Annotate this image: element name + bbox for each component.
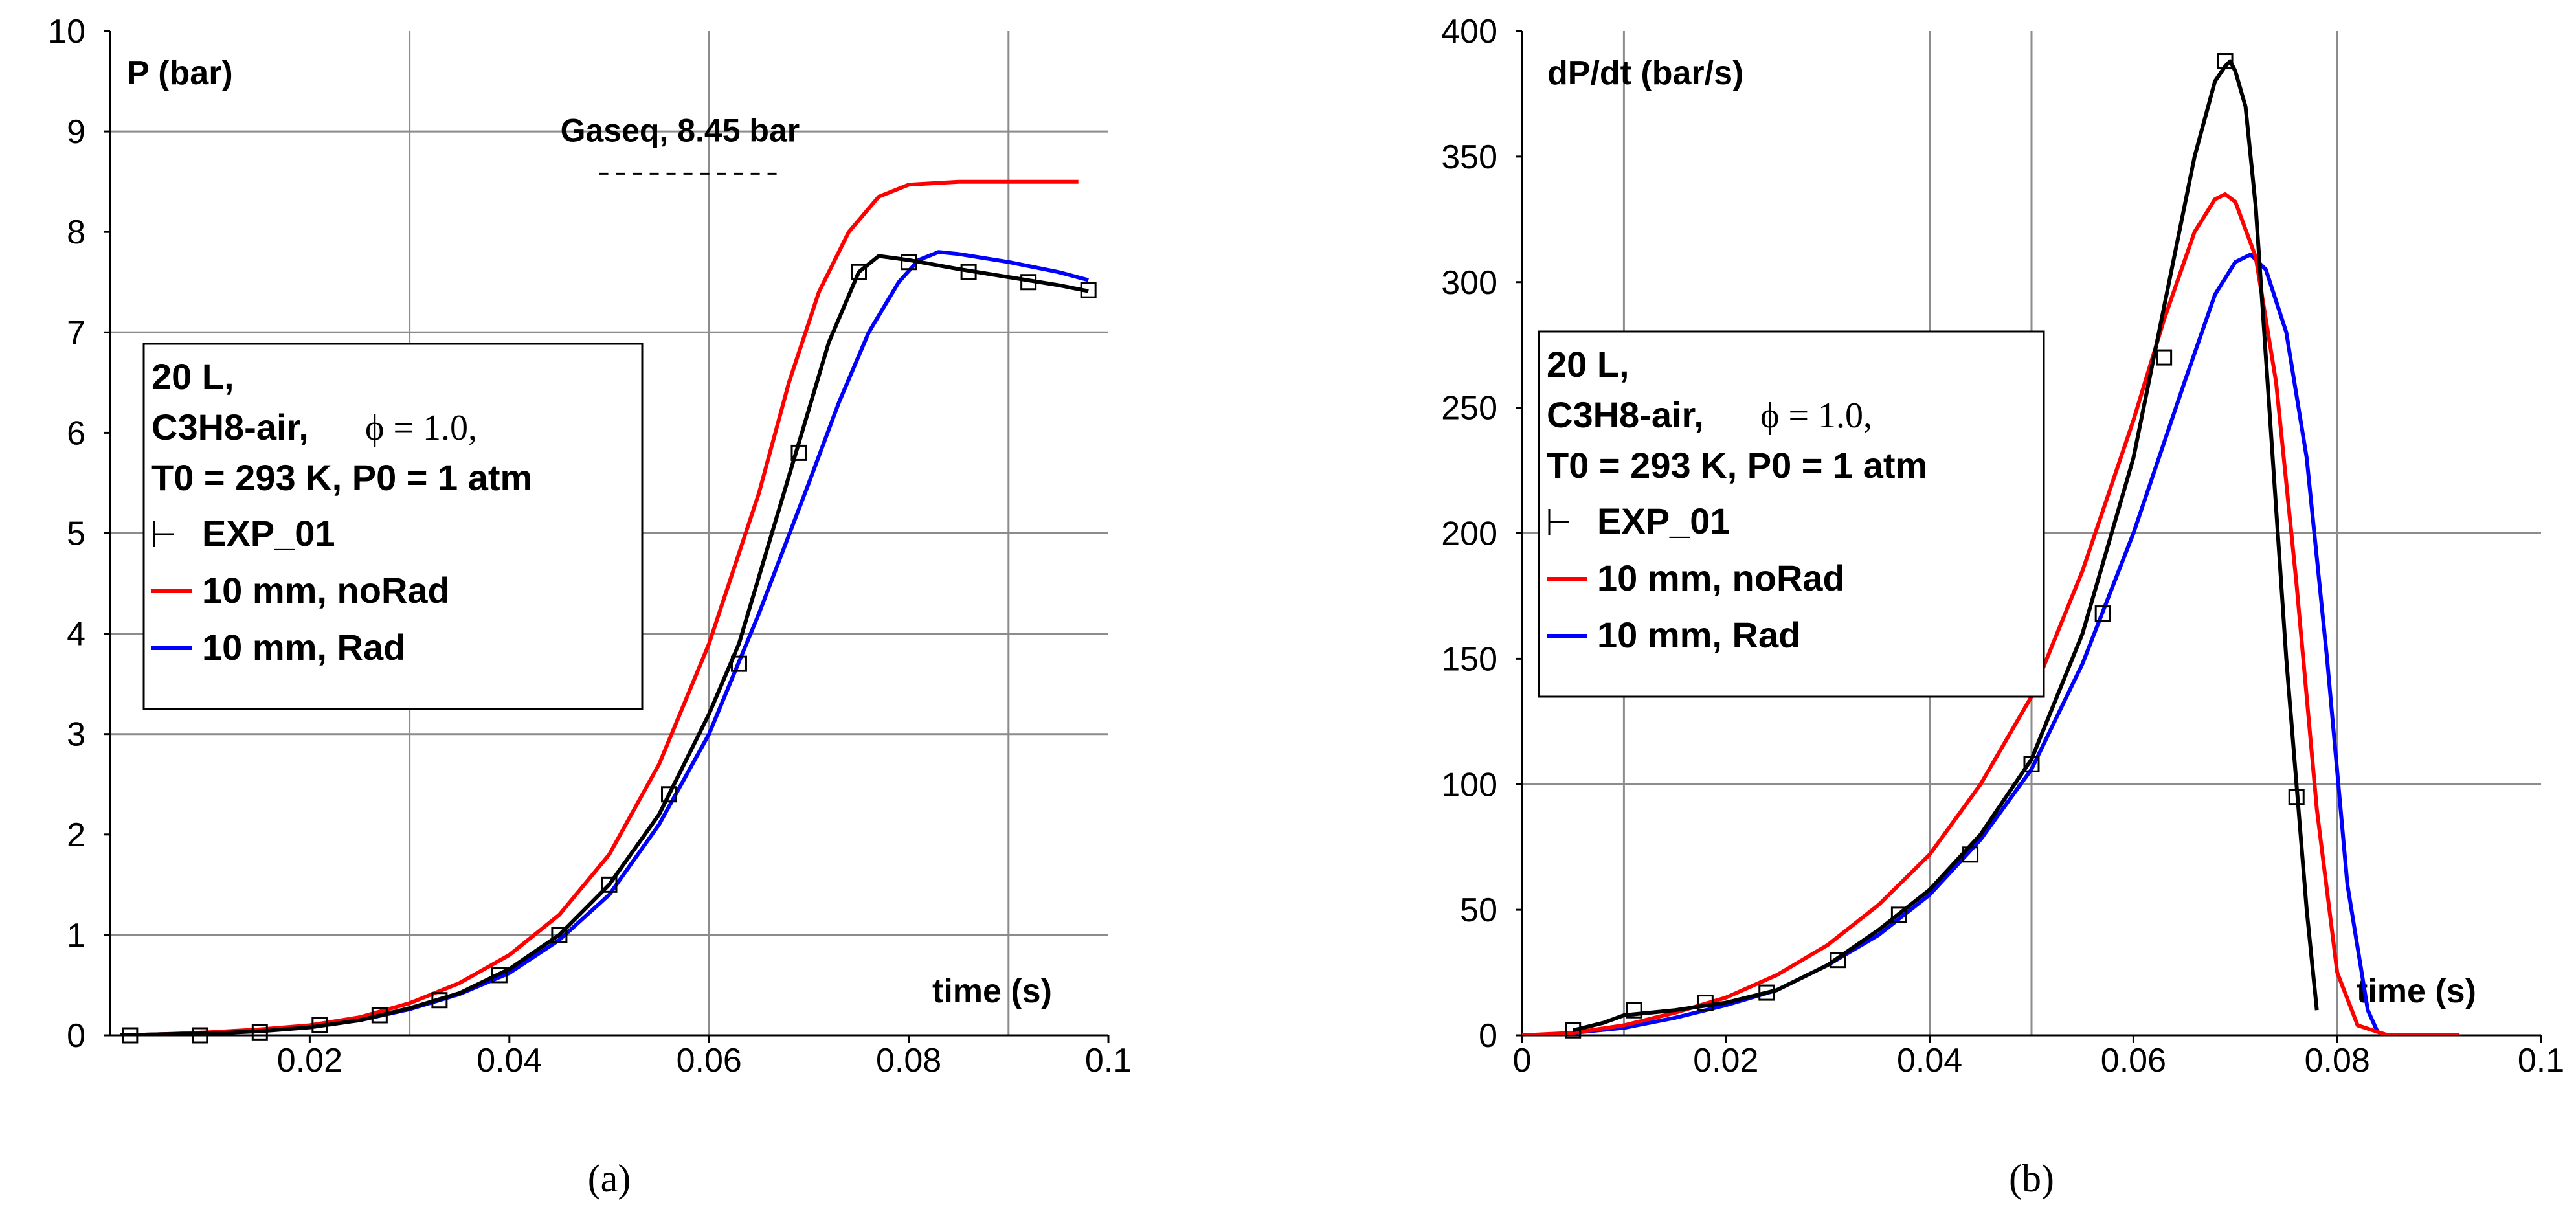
series-line-exp-01 [1572,59,2319,1033]
exp-marker [790,444,807,461]
legend-entry: EXP_01 [202,513,335,554]
y-tick-label: 150 [1441,640,1497,678]
x-tick-label: 0.08 [2305,1042,2370,1079]
legend-mixture: C3H8-air, [151,407,309,447]
series-line-10-mm-norad [120,179,1079,1035]
panel-caption: (b) [2009,1157,2054,1200]
series-line-10-mm-norad [1522,192,2460,1035]
y-tick-label: 7 [67,314,85,352]
exp-marker [851,264,867,280]
legend-phi: ϕ = 1.0, [1760,396,1872,436]
exp-marker [1080,282,1097,298]
x-tick-label: 0.1 [1085,1042,1132,1079]
exp-marker [960,264,977,280]
y-tick-label: 350 [1441,139,1497,176]
exp-marker [491,967,508,984]
legend-mixture: C3H8-air, [1547,394,1704,435]
exp-marker [2288,789,2305,805]
legend-box [142,343,644,710]
legend-volume: 20 L, [151,356,234,397]
exp-marker [901,254,917,271]
legend-volume: 20 L, [1547,344,1630,385]
exp-marker [311,1017,328,1033]
gaseq-annotation: Gaseq, 8.45 bar [561,112,800,148]
exp-marker [122,1027,139,1044]
x-tick-label: 0 [1513,1042,1532,1079]
exp-marker [1758,984,1775,1001]
exp-marker [551,927,568,943]
y-tick-label: 4 [67,616,85,653]
x-tick-label: 0.04 [1897,1042,1962,1079]
legend-entry: 10 mm, noRad [1597,557,1845,598]
exp-marker [192,1027,208,1044]
exp-marker [2217,53,2234,70]
x-tick-label: 0.04 [476,1042,542,1079]
x-tick-label: 0.08 [876,1042,941,1079]
series-line-exp-01 [120,254,1089,1035]
chart-a: 0 1 2 3 4 5 6 7 8 9 10 0.02 0.04 0.06 0.08 0.1 P (bar) ti… [48,13,1132,1200]
legend-phi: ϕ = 1.0, [365,408,477,448]
x-tick-label: 0.02 [1693,1042,1758,1079]
exp-marker [2094,605,2111,622]
exp-marker [2023,756,2040,772]
exp-marker [2156,349,2173,366]
exp-marker [1697,995,1714,1011]
y-tick-label: 9 [67,113,85,151]
y-tick-label: 2 [67,816,85,854]
panel-caption: (a) [588,1157,631,1200]
y-tick-label: 8 [67,214,85,251]
x-tick-label: 0.06 [677,1042,742,1079]
legend: 20 L, C3H8-air, ϕ = 1.0, T0 = 293 K, P0 = 1… [1538,330,2045,698]
y-tick-label: 0 [1479,1017,1497,1055]
legend: 20 L, C3H8-air, ϕ = 1.0, T0 = 293 K, P0 = 1… [142,343,644,710]
y-tick-label: 1 [67,917,85,954]
legend-conditions: T0 = 293 K, P0 = 1 atm [151,457,532,498]
exp-marker [1565,1022,1582,1039]
y-tick-label: 5 [67,515,85,553]
legend-entry: 10 mm, Rad [1597,614,1800,655]
y-tick-label: 100 [1441,766,1497,804]
y-tick-label: 3 [67,716,85,754]
exp-marker [251,1024,268,1041]
y-tick-label: 250 [1441,390,1497,427]
y-tick-label: 6 [67,414,85,452]
y-tick-label: 400 [1441,13,1497,51]
chart-b: 0 50 100 150 200 250 300 350 400 0 0.02 0.04 0.06 0.0… [1441,13,2564,1200]
y-tick-label: 300 [1441,264,1497,302]
series-line-10-mm-rad [1542,253,2380,1035]
exp-marker [1830,952,1846,969]
y-tick-label: 10 [48,13,85,51]
legend-conditions: T0 = 293 K, P0 = 1 atm [1547,445,1927,486]
x-axis-label: time (s) [2357,973,2476,1010]
legend-box [1538,330,2045,698]
y-axis-label: P (bar) [127,54,233,92]
exp-marker [601,876,618,893]
x-tick-label: 0.06 [2101,1042,2166,1079]
x-tick-label: 0.1 [2518,1042,2564,1079]
y-tick-label: 50 [1460,892,1497,929]
exp-marker [371,1007,388,1024]
y-tick-label: 0 [67,1017,85,1055]
exp-marker [1626,1002,1642,1019]
exp-marker [1020,274,1037,291]
exp-marker [431,992,448,1009]
legend-entry: EXP_01 [1597,501,1730,541]
exp-marker [661,786,678,803]
exp-marker [1890,906,1907,923]
y-tick-label: 200 [1441,515,1497,553]
legend-entry: 10 mm, Rad [202,627,405,668]
x-axis-label: time (s) [932,973,1052,1010]
x-tick-label: 0.02 [277,1042,342,1079]
y-axis-label: dP/dt (bar/s) [1547,54,1743,92]
exp-marker [730,655,747,672]
legend-entry: 10 mm, noRad [202,570,450,611]
exp-marker [1962,846,1979,863]
